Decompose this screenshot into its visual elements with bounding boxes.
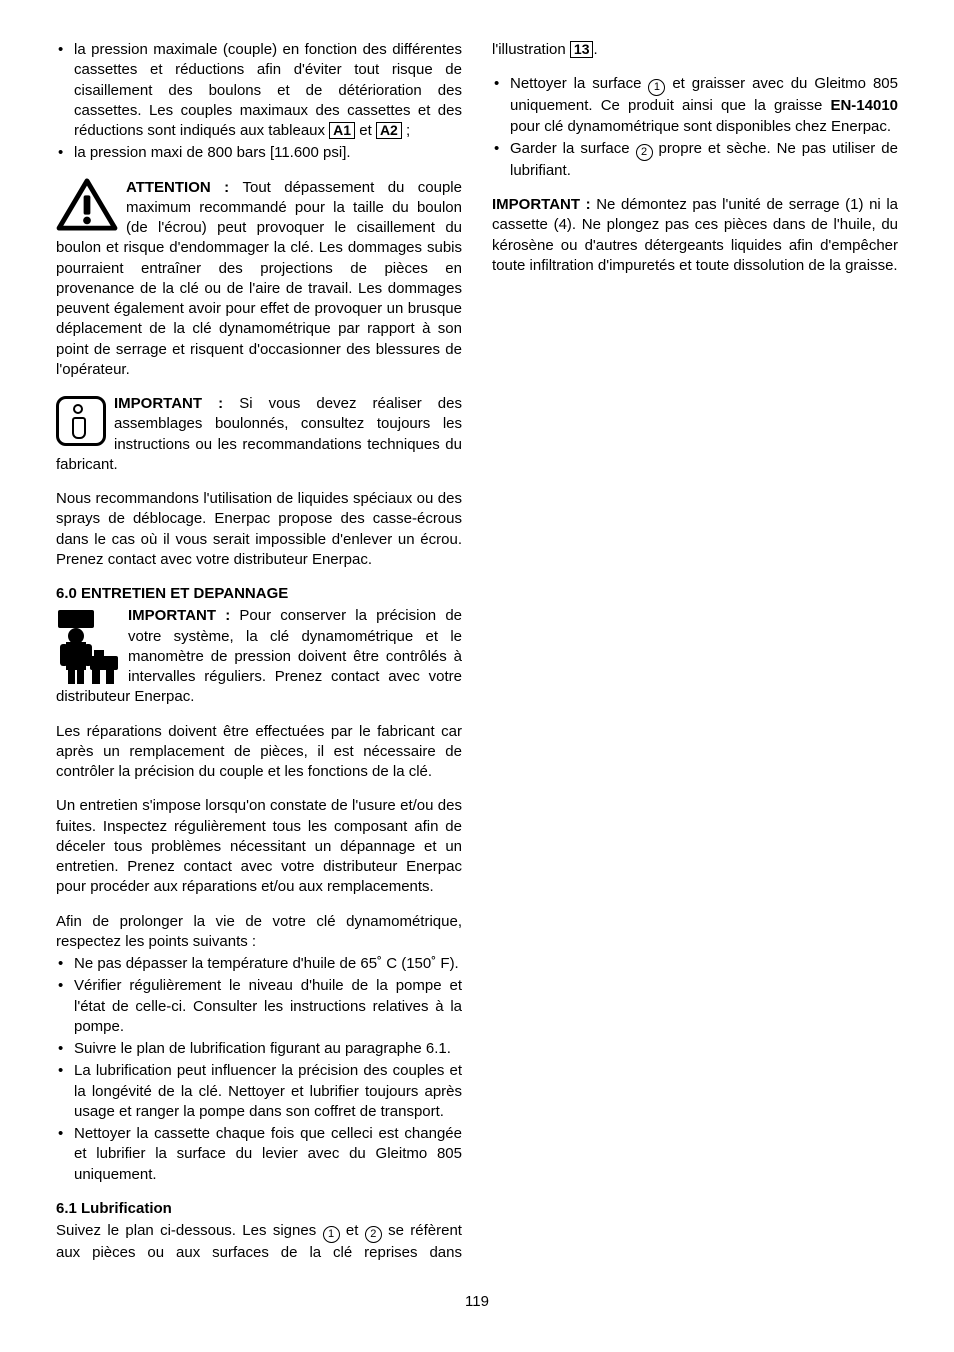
para-prolonger: Afin de prolonger la vie de votre clé dy… — [56, 912, 462, 953]
para-liquides: Nous recommandons l'utilisation de liqui… — [56, 489, 462, 570]
circle-ref-1: 1 — [648, 79, 665, 96]
list-item: Suivre le plan de lubrification figurant… — [56, 1039, 462, 1059]
text: . — [593, 41, 597, 58]
section-6-heading: 6.0 ENTRETIEN ET DEPANNAGE — [56, 584, 462, 604]
product-code: EN-14010 — [830, 97, 898, 114]
list-item: Nettoyer la cassette chaque fois que cel… — [56, 1124, 462, 1185]
attention-block: ATTENTION : Tout dépassement du couple m… — [56, 178, 462, 381]
para-reparations: Les réparations doivent être effectuées … — [56, 722, 462, 783]
section-6-1-heading: 6.1 Lubrification — [56, 1199, 462, 1219]
ref-box-13: 13 — [570, 41, 594, 58]
info-icon — [56, 396, 106, 446]
list-item: Ne pas dépasser la température d'huile d… — [56, 954, 462, 974]
list-item: Vérifier régulièrement le niveau d'huile… — [56, 976, 462, 1037]
text: et — [340, 1222, 365, 1239]
para-entretien: Un entretien s'impose lorsqu'on constate… — [56, 796, 462, 897]
important-label: IMPORTANT : — [114, 395, 239, 412]
list-item: la pression maximale (couple) en fonctio… — [56, 40, 462, 141]
list-item: La lubrification peut influencer la préc… — [56, 1061, 462, 1122]
list-item: Nettoyer la surface 1 et graisser avec d… — [492, 74, 898, 137]
page-number: 119 — [56, 1292, 898, 1312]
important-block-2: IMPORTANT : Pour conserver la précision … — [56, 606, 462, 707]
circle-ref-1: 1 — [323, 1226, 340, 1243]
bullet-text: ; — [402, 122, 410, 139]
important-block-1: IMPORTANT : Si vous devez réaliser des a… — [56, 394, 462, 475]
circle-ref-2: 2 — [365, 1226, 382, 1243]
circle-ref-2: 2 — [636, 144, 653, 161]
text: pour clé dynamométrique sont disponibles… — [510, 118, 891, 135]
attention-label: ATTENTION : — [126, 179, 243, 196]
worker-icon — [56, 606, 120, 686]
list-item: Garder la surface 2 propre et sèche. Ne … — [492, 139, 898, 181]
important-label: IMPORTANT : — [492, 196, 596, 213]
ref-box-a1: A1 — [329, 122, 355, 139]
bullet-list-pressure: la pression maximale (couple) en fonctio… — [56, 40, 462, 164]
bullet-list-lubrication: Nettoyer la surface 1 et graisser avec d… — [492, 74, 898, 181]
text: Garder la surface — [510, 140, 636, 157]
bullet-list-maintenance: Ne pas dépasser la température d'huile d… — [56, 954, 462, 1185]
important-label: IMPORTANT : — [128, 607, 239, 624]
text: Nettoyer la surface — [510, 75, 648, 92]
list-item: la pression maxi de 800 bars [11.600 psi… — [56, 143, 462, 163]
important-block-3: IMPORTANT : Ne démontez pas l'unité de s… — [492, 195, 898, 276]
bullet-text: et — [355, 122, 376, 139]
ref-box-a2: A2 — [376, 122, 402, 139]
warning-triangle-icon — [56, 178, 118, 232]
text: Suivez le plan ci-dessous. Les signes — [56, 1222, 323, 1239]
